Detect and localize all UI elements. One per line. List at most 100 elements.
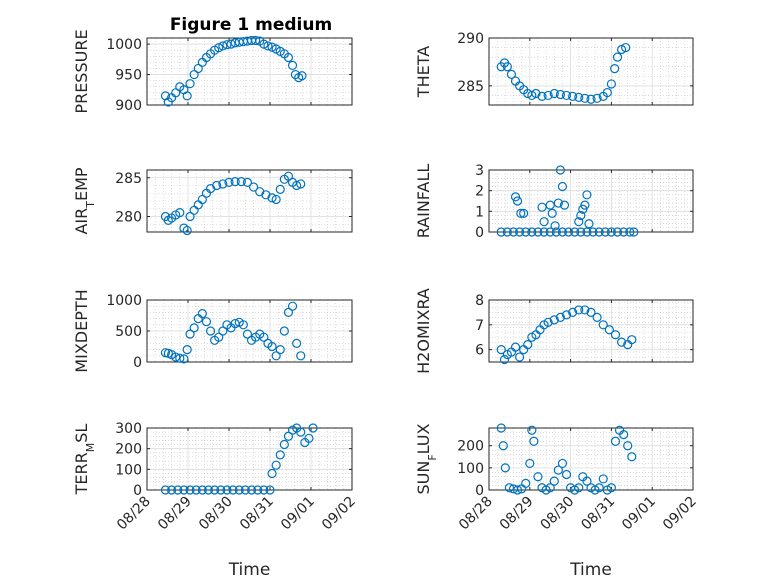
subplot-3: 280 285 AIRTEMP (72, 167, 353, 236)
data-point (629, 227, 639, 237)
data-point (283, 52, 294, 63)
data-point (619, 430, 629, 440)
data-point (238, 320, 248, 330)
data-point (594, 227, 604, 237)
data-point (574, 483, 584, 493)
y-tick-label: 7 (475, 318, 484, 334)
data-point (496, 345, 506, 355)
data-point (160, 485, 171, 495)
y-axis-label: TERRMSL (72, 424, 97, 496)
data-point (600, 227, 610, 237)
data-point (218, 179, 228, 189)
data-point (555, 89, 566, 100)
data-point (185, 211, 195, 222)
data-point (185, 329, 195, 339)
data-point (296, 179, 306, 189)
data-point (602, 87, 612, 98)
x-tick-label: 09/01 (278, 494, 318, 534)
data-point (537, 202, 547, 212)
data-point (606, 483, 617, 493)
data-point (275, 450, 285, 460)
data-point (514, 227, 525, 237)
y-tick-label: 285 (457, 79, 484, 95)
data-point (555, 165, 566, 175)
data-point (588, 227, 598, 237)
y-axis-label: MIXDEPTH (72, 289, 91, 372)
data-point (512, 485, 523, 495)
data-point (557, 181, 568, 192)
data-point (557, 227, 568, 237)
data-point (621, 42, 631, 53)
data-point (616, 337, 627, 347)
data-point (521, 227, 531, 237)
data-point (171, 88, 181, 98)
y-tick-label: 200 (115, 442, 142, 458)
data-point (606, 227, 617, 237)
y-tick-label: 285 (115, 171, 142, 187)
data-point (543, 317, 553, 327)
data-point (197, 194, 207, 205)
y-tick-label: 0 (475, 225, 484, 241)
data-point (216, 485, 226, 495)
data-point (561, 310, 572, 320)
data-point (185, 79, 195, 89)
data-point (214, 332, 224, 342)
data-point (267, 468, 277, 479)
data-point (265, 485, 275, 495)
data-point (527, 227, 537, 237)
data-point (296, 427, 306, 437)
x-tick-label: 08/30 (538, 494, 578, 534)
x-tick-label: 08/31 (578, 494, 618, 534)
data-point (594, 483, 604, 493)
data-point (234, 485, 244, 495)
data-point (214, 43, 224, 53)
data-point (610, 64, 620, 74)
data-point (191, 485, 201, 495)
data-point (598, 320, 608, 330)
data-point (545, 483, 555, 493)
data-point (580, 93, 590, 103)
data-point (612, 227, 623, 237)
data-point (242, 177, 253, 187)
data-point (606, 79, 617, 89)
data-point (568, 91, 578, 101)
data-point (271, 460, 281, 470)
data-point (287, 301, 298, 311)
y-tick-label: 3 (475, 163, 484, 179)
y-axis-label: RAINFALL (414, 164, 433, 239)
data-point (619, 227, 629, 237)
data-point (531, 88, 541, 99)
y-tick-label: 6 (475, 343, 484, 359)
x-tick-label: 08/29 (497, 494, 537, 534)
data-point (222, 485, 232, 495)
data-point (549, 476, 559, 486)
y-tick-label: 100 (457, 461, 484, 477)
data-point (259, 485, 269, 495)
data-point (623, 441, 633, 451)
y-axis-label: AIRTEMP (72, 167, 97, 234)
data-point (193, 63, 203, 74)
x-tick-label: 08/28 (456, 494, 496, 534)
y-tick-label: 0 (133, 483, 142, 499)
y-axis-label: SUNFLUX (414, 423, 439, 494)
data-point (527, 425, 537, 435)
y-tick-label: 280 (115, 210, 142, 226)
x-tick-label: 08/31 (237, 494, 277, 534)
data-point (160, 91, 171, 101)
data-point (496, 423, 506, 433)
data-point (508, 227, 519, 237)
data-point (584, 219, 594, 229)
data-point (253, 485, 263, 495)
data-point (271, 351, 281, 361)
data-point (576, 210, 586, 221)
data-point (173, 485, 183, 495)
data-point (283, 171, 294, 181)
data-point (251, 35, 261, 46)
y-tick-label: 1000 (106, 37, 142, 53)
data-point (504, 483, 514, 493)
data-point (563, 227, 574, 237)
data-point (592, 93, 602, 103)
x-tick-label: 09/01 (619, 494, 659, 534)
axes-box (488, 37, 694, 106)
